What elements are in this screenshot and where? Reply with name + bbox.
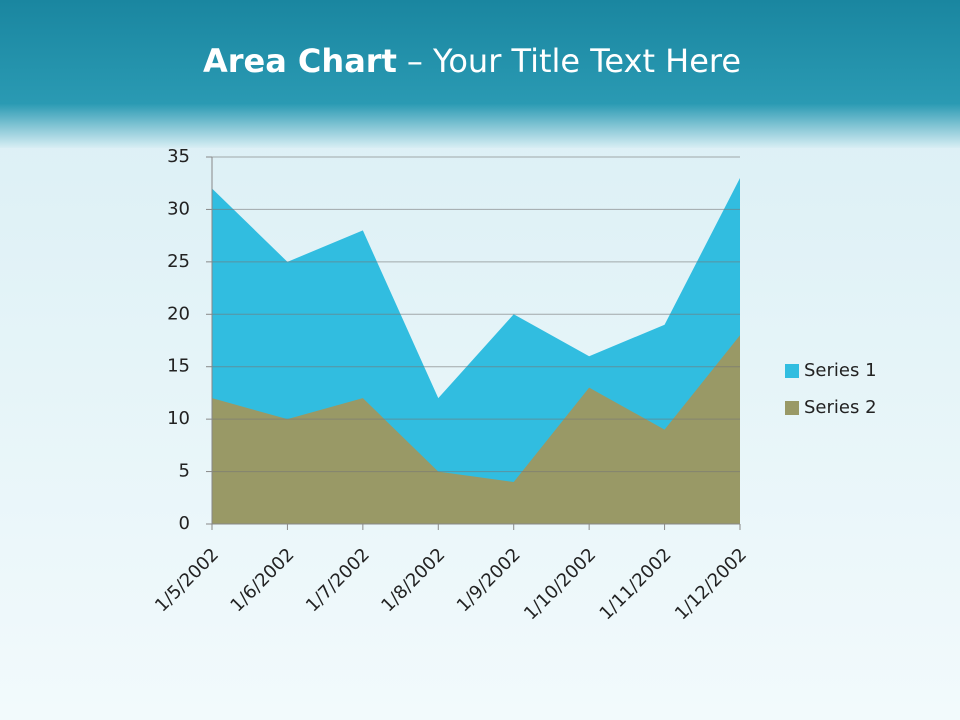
- area: [212, 335, 740, 524]
- slide-title: Area Chart – Your Title Text Here: [203, 42, 741, 80]
- legend-label: Series 2: [804, 397, 877, 418]
- y-tick-label: 0: [179, 513, 190, 534]
- y-tick-label: 25: [167, 251, 190, 272]
- y-tick-label: 5: [179, 461, 190, 482]
- legend-swatch: [785, 401, 799, 415]
- title-rest: – Your Title Text Here: [407, 42, 741, 80]
- y-tick-label: 35: [167, 146, 190, 167]
- title-band: [0, 0, 960, 148]
- y-tick-label: 30: [167, 198, 190, 219]
- legend-label: Series 1: [804, 360, 877, 381]
- y-tick-label: 15: [167, 356, 190, 377]
- y-tick-label: 10: [167, 408, 190, 429]
- title-bold: Area Chart: [203, 42, 397, 80]
- y-tick-label: 20: [167, 303, 190, 324]
- legend-swatch: [785, 364, 799, 378]
